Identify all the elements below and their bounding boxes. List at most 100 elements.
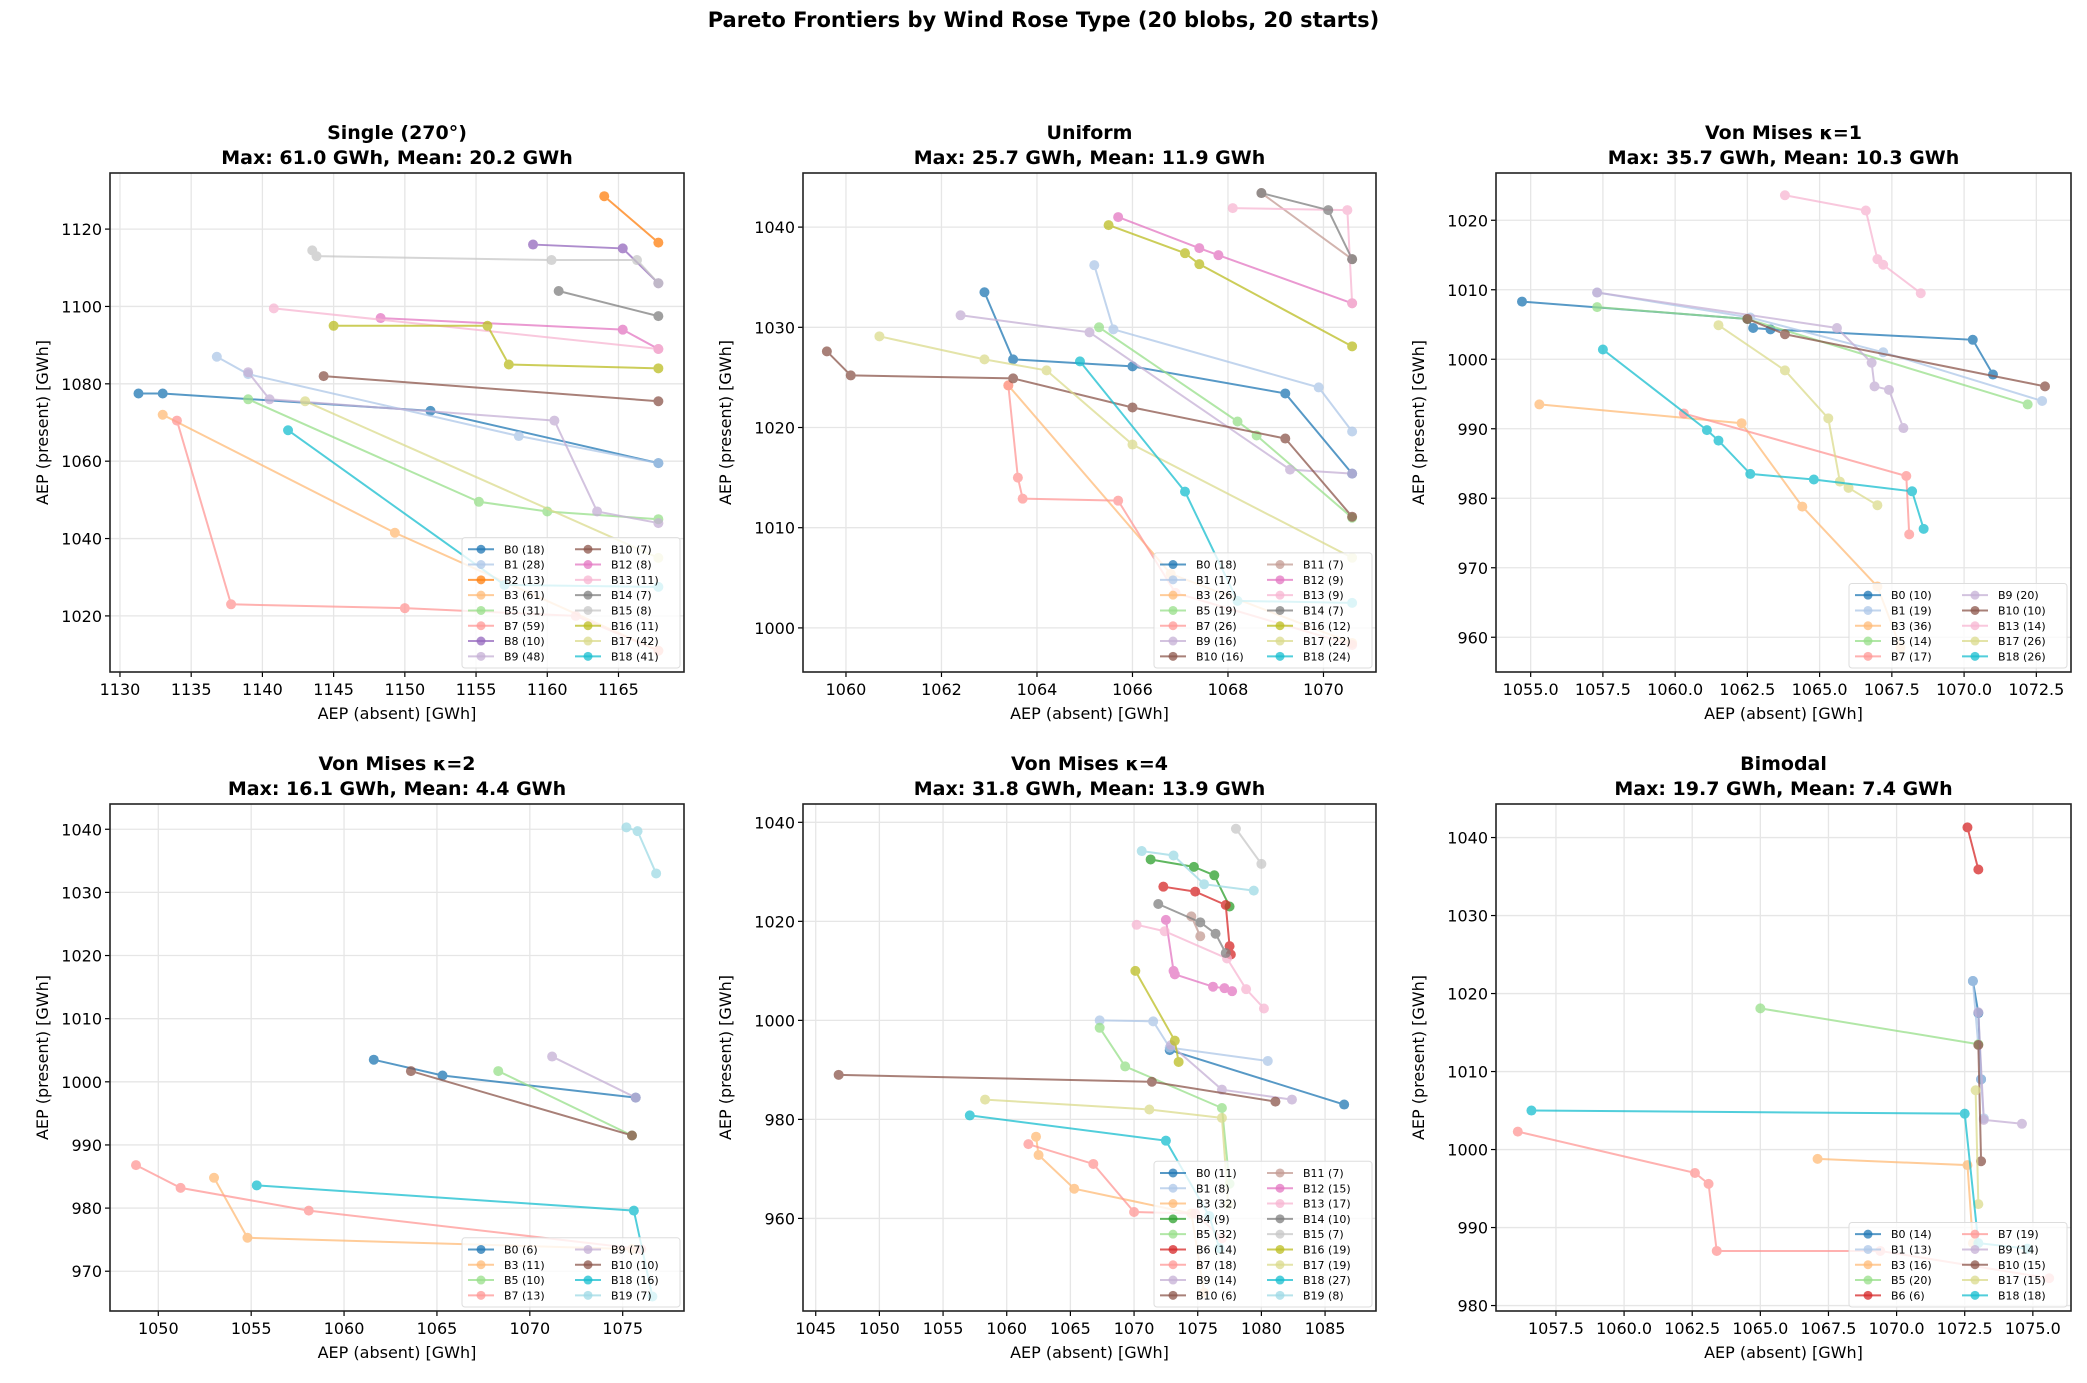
x-axis-label: AEP (absent) [GWh] xyxy=(1704,1343,1863,1362)
legend-item: B7 (17) xyxy=(1855,650,1932,663)
legend-item: B18 (18) xyxy=(1962,1289,2046,1302)
legend-marker xyxy=(583,605,593,615)
x-tick-label: 1060.0 xyxy=(1596,1319,1652,1338)
data-point xyxy=(1160,914,1171,925)
series-B0 xyxy=(133,388,664,469)
legend-label: B17 (22) xyxy=(1303,635,1351,648)
legend-label: B7 (19) xyxy=(1998,1228,2039,1241)
axes-frame xyxy=(109,803,685,1312)
legend-item: B10 (15) xyxy=(1962,1259,2046,1272)
legend-marker xyxy=(1168,1275,1178,1285)
data-point xyxy=(1713,435,1724,446)
data-point xyxy=(1339,1099,1350,1110)
legend-marker xyxy=(1970,1260,1980,1270)
data-point xyxy=(1023,1139,1034,1150)
legend-item: B10 (7) xyxy=(575,543,652,556)
series-B6 xyxy=(1158,881,1236,960)
series-line xyxy=(826,350,1353,518)
x-tick-label: 1072.5 xyxy=(2008,680,2064,699)
legend-label: B3 (11) xyxy=(504,1259,545,1272)
legend-marker xyxy=(1168,605,1178,615)
data-point xyxy=(311,251,322,262)
data-point xyxy=(1180,486,1190,497)
data-point xyxy=(979,287,990,298)
data-point xyxy=(1973,1199,1984,1210)
data-point xyxy=(226,599,237,610)
legend-label: B8 (10) xyxy=(504,635,545,648)
legend-marker xyxy=(1275,575,1285,585)
legend-label: B3 (61) xyxy=(504,589,545,602)
data-point xyxy=(653,458,664,469)
legend-marker xyxy=(1275,1199,1285,1209)
series-line xyxy=(1098,1027,1231,1184)
legend-marker xyxy=(583,544,593,554)
x-tick-label: 1080 xyxy=(1241,1319,1282,1338)
y-tick-label: 1020 xyxy=(1447,211,1488,230)
x-axis-label: AEP (absent) [GWh] xyxy=(1010,704,1169,723)
data-point xyxy=(1970,1085,1981,1096)
legend-label: B16 (11) xyxy=(611,620,659,633)
series-line xyxy=(1235,828,1263,865)
legend-item: B9 (48) xyxy=(468,650,545,663)
legend-label: B3 (32) xyxy=(1196,1198,1237,1211)
legend-item: B2 (13) xyxy=(468,574,545,587)
legend-label: B12 (8) xyxy=(611,559,652,572)
data-point xyxy=(630,1092,641,1103)
legend-label: B14 (7) xyxy=(1303,604,1344,617)
subplot-4: Von Mises κ=4 Max: 31.8 GWh, Mean: 13.9 G… xyxy=(716,753,1377,1362)
legend: B0 (6) B3 (11) B5 (10) B7 (13) B9 (7) B10 (10… xyxy=(461,1237,681,1308)
data-point xyxy=(617,324,628,335)
subplot-5: Bimodal Max: 19.7 GWh, Mean: 7.4 GWh 1057.… xyxy=(1409,753,2072,1362)
y-tick-label: 1020 xyxy=(754,419,795,438)
data-point xyxy=(1883,384,1894,395)
series-line xyxy=(138,392,659,465)
legend-marker xyxy=(1168,636,1178,646)
legend-item: B15 (7) xyxy=(1267,1228,1344,1241)
legend-marker xyxy=(583,560,593,570)
y-tick-label: 980 xyxy=(764,1110,795,1129)
legend-marker xyxy=(1863,621,1873,631)
data-point xyxy=(1285,464,1296,475)
series-B5 xyxy=(493,1066,637,1141)
data-point xyxy=(547,1051,558,1062)
legend-label: B5 (19) xyxy=(1196,604,1237,617)
legend-label: B6 (14) xyxy=(1196,1243,1237,1256)
subplot-3: Von Mises κ=2 Max: 16.1 GWh, Mean: 4.4 GW… xyxy=(33,753,685,1362)
data-point xyxy=(1967,976,1978,987)
x-tick-label: 1066 xyxy=(1112,680,1153,699)
data-point xyxy=(1190,886,1201,897)
y-axis-label: AEP (present) [GWh] xyxy=(1409,975,1428,1140)
data-point xyxy=(175,1182,186,1193)
data-point xyxy=(2016,1118,2027,1129)
series-line xyxy=(1260,192,1353,260)
y-tick-label: 960 xyxy=(764,1209,795,1228)
axes-frame xyxy=(1495,803,2072,1312)
data-point xyxy=(1256,858,1267,869)
data-point xyxy=(1195,931,1206,942)
x-tick-label: 1065 xyxy=(417,1319,458,1338)
series-line xyxy=(1170,1044,1293,1101)
series-B2 xyxy=(599,191,664,248)
legend-label: B9 (14) xyxy=(1998,1243,2039,1256)
y-tick-label: 980 xyxy=(1457,1297,1488,1316)
legend-marker xyxy=(1275,1290,1285,1300)
legend-item: B10 (10) xyxy=(575,1259,659,1272)
series-line xyxy=(1760,1007,1979,1046)
x-tick-label: 1070 xyxy=(1303,680,1344,699)
series-B10 xyxy=(833,1069,1281,1107)
data-point xyxy=(1145,854,1156,865)
legend-item: B10 (6) xyxy=(1160,1289,1237,1302)
data-point xyxy=(1008,373,1019,384)
data-point xyxy=(1592,302,1603,313)
legend-marker xyxy=(476,1260,486,1270)
y-tick-label: 1000 xyxy=(754,1011,795,1030)
subplot-title: Single (270°) xyxy=(327,122,467,144)
legend-item: B18 (24) xyxy=(1267,650,1351,663)
legend-item: B0 (6) xyxy=(468,1243,538,1256)
series-B17 xyxy=(1970,1085,1984,1210)
series-B1 xyxy=(1094,1015,1273,1066)
x-tick-label: 1140 xyxy=(242,680,283,699)
legend-item: B17 (19) xyxy=(1267,1259,1351,1272)
series-B6 xyxy=(1962,822,1984,875)
legend: B0 (18) B1 (28) B2 (13) B3 (61) B5 (31) B7 (5… xyxy=(461,537,681,669)
